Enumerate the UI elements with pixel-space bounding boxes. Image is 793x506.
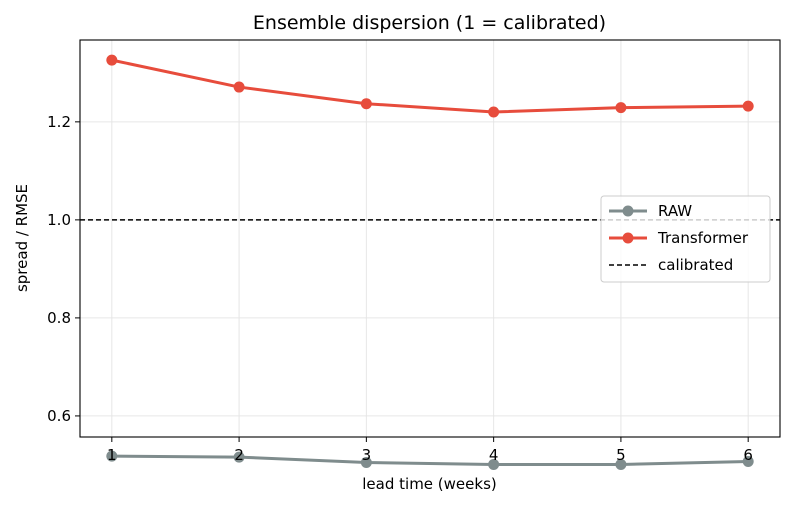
y-tick-label: 1.0 — [47, 211, 71, 229]
y-tick-label: 0.6 — [47, 407, 71, 425]
y-tick-label: 1.2 — [47, 113, 71, 131]
data-point-transformer — [360, 98, 372, 110]
x-tick-label: 2 — [234, 446, 244, 464]
data-point-transformer — [488, 106, 500, 118]
legend-label-transformer: Transformer — [657, 229, 749, 247]
x-tick-label: 1 — [107, 446, 117, 464]
x-axis-label: lead time (weeks) — [362, 475, 496, 493]
data-point-raw — [106, 450, 118, 462]
legend-entry-transformer: Transformer — [609, 229, 749, 247]
x-tick-label: 6 — [743, 446, 753, 464]
series-raw — [106, 450, 754, 470]
y-axis-ticks: 0.6 0.8 1.0 1.2 — [47, 113, 80, 425]
data-point-raw — [488, 458, 500, 470]
y-axis-label: spread / RMSE — [13, 184, 31, 292]
data-point-transformer — [233, 81, 245, 93]
plot-frame — [79, 39, 781, 438]
legend-marker-transformer — [622, 232, 634, 244]
data-point-raw — [360, 456, 372, 468]
series-line-raw — [111, 454, 749, 466]
series-transformer — [106, 54, 754, 118]
data-point-transformer — [615, 102, 627, 114]
y-tick-label: 0.8 — [47, 309, 71, 327]
data-point-raw — [233, 451, 245, 463]
x-axis-ticks: 1 2 3 4 5 6 — [107, 437, 753, 464]
legend: RAW Transformer calibrated — [600, 195, 771, 283]
x-tick-label: 3 — [362, 446, 372, 464]
series-line-transformer — [111, 58, 749, 114]
data-point-transformer — [106, 54, 118, 66]
legend-label-calibrated: calibrated — [658, 256, 733, 274]
x-tick-label: 5 — [616, 446, 626, 464]
chart-title: Ensemble dispersion (1 = calibrated) — [253, 12, 606, 34]
data-point-raw — [742, 456, 754, 468]
series-layer — [106, 54, 754, 470]
legend-marker-raw — [622, 205, 634, 217]
legend-entry-raw: RAW — [609, 202, 692, 220]
data-point-raw — [615, 458, 627, 470]
legend-box — [600, 195, 771, 283]
legend-label-raw: RAW — [658, 202, 692, 220]
data-point-transformer — [742, 100, 754, 112]
legend-entry-calibrated: calibrated — [609, 256, 733, 274]
x-tick-label: 4 — [489, 446, 499, 464]
